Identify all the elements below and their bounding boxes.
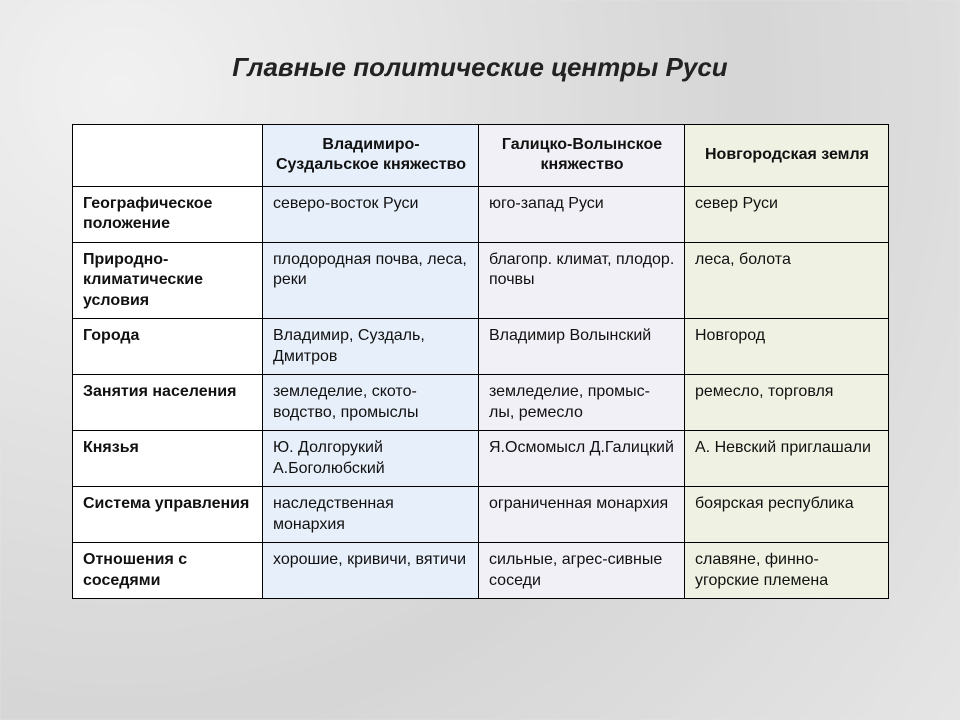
rowlabel-cities: Города — [73, 319, 263, 375]
rowlabel-neighbors: Отношения с соседями — [73, 543, 263, 599]
rowlabel-occupations: Занятия населения — [73, 375, 263, 431]
comparison-table: Владимиро-Суздальское княжество Галицко-… — [72, 124, 889, 599]
cell: сильные, агрес-сивные соседи — [479, 543, 685, 599]
cell: северо-восток Руси — [263, 186, 479, 242]
cell: земледелие, промыс-лы, ремесло — [479, 375, 685, 431]
page-title: Главные политические центры Руси — [0, 52, 960, 83]
cell: Ю. Долгорукий А.Боголюбский — [263, 431, 479, 487]
table-row: Отношения с соседями хорошие, кривичи, в… — [73, 543, 889, 599]
table-header-row: Владимиро-Суздальское княжество Галицко-… — [73, 125, 889, 187]
table-row: Система управления наследственная монарх… — [73, 487, 889, 543]
cell: боярская республика — [685, 487, 889, 543]
cell: Владимир Волынский — [479, 319, 685, 375]
cell: ремесло, торговля — [685, 375, 889, 431]
cell: север Руси — [685, 186, 889, 242]
cell: наследственная монархия — [263, 487, 479, 543]
cell: Владимир, Суздаль, Дмитров — [263, 319, 479, 375]
table-row: Занятия населения земледелие, ското-водс… — [73, 375, 889, 431]
cell: плодородная почва, леса, реки — [263, 242, 479, 318]
table-row: Природно-климатические условия плодородн… — [73, 242, 889, 318]
rowlabel-princes: Князья — [73, 431, 263, 487]
cell: благопр. климат, плодор. почвы — [479, 242, 685, 318]
rowlabel-governance: Система управления — [73, 487, 263, 543]
cell: Новгород — [685, 319, 889, 375]
cell: земледелие, ското-водство, промыслы — [263, 375, 479, 431]
table-row: Города Владимир, Суздаль, Дмитров Владим… — [73, 319, 889, 375]
header-empty — [73, 125, 263, 187]
rowlabel-climate: Природно-климатические условия — [73, 242, 263, 318]
cell: славяне, финно-угорские племена — [685, 543, 889, 599]
header-galitsko: Галицко-Волынское княжество — [479, 125, 685, 187]
cell: ограниченная монархия — [479, 487, 685, 543]
header-vladimiro: Владимиро-Суздальское княжество — [263, 125, 479, 187]
rowlabel-geo: Географическое положение — [73, 186, 263, 242]
cell: Я.Осмомысл Д.Галицкий — [479, 431, 685, 487]
slide: Главные политические центры Руси Владими… — [0, 0, 960, 720]
header-novgorod: Новгородская земля — [685, 125, 889, 187]
cell: хорошие, кривичи, вятичи — [263, 543, 479, 599]
table-row: Князья Ю. Долгорукий А.Боголюбский Я.Осм… — [73, 431, 889, 487]
cell: юго-запад Руси — [479, 186, 685, 242]
table-row: Географическое положение северо-восток Р… — [73, 186, 889, 242]
cell: леса, болота — [685, 242, 889, 318]
cell: А. Невский приглашали — [685, 431, 889, 487]
comparison-table-wrap: Владимиро-Суздальское княжество Галицко-… — [72, 124, 888, 599]
